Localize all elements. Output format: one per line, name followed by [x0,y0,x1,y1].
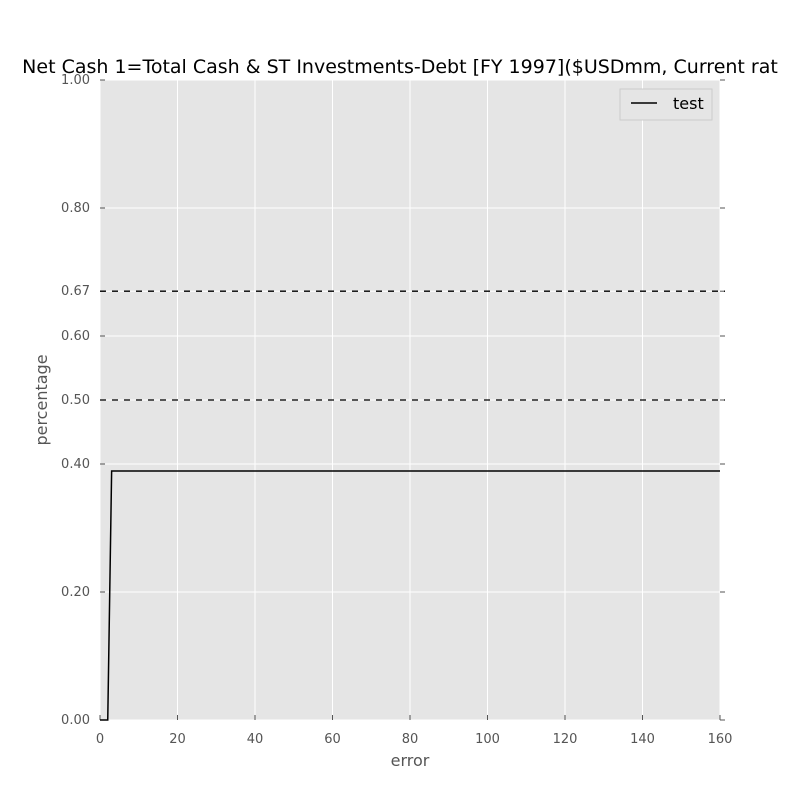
x-tick-label: 120 [553,732,578,747]
y-tick-label: 0.00 [61,713,90,728]
chart-title: Net Cash 1=Total Cash & ST Investments-D… [22,56,778,78]
x-tick-label: 20 [169,732,186,747]
y-tick-label: 0.20 [61,585,90,600]
x-tick-label: 80 [402,732,419,747]
y-tick-label: 1.00 [61,73,90,88]
x-tick-label: 60 [324,732,341,747]
series-group [100,470,720,721]
axis-ticks: 0 20 40 60 80 100 120 140 160 0.00 0.20 0.40 0.50 0.6… [61,73,732,747]
legend-box [619,88,713,121]
x-tick-label: 40 [247,732,264,747]
legend: test [619,88,713,121]
x-tick-label: 160 [708,732,733,747]
y-tick-label: 0.50 [61,393,90,408]
y-tick-label: 0.60 [61,329,90,344]
x-tick-label: 100 [475,732,500,747]
y-axis-label: percentage [32,354,51,445]
x-tick-label: 140 [630,732,655,747]
x-axis-label: error [391,751,430,770]
reference-lines [100,290,725,401]
y-tick-label: 0.80 [61,201,90,216]
series-line [100,470,720,721]
y-tick-label: 0.67 [61,284,90,299]
legend-label: test [673,94,704,113]
x-tick-label: 0 [96,732,104,747]
y-tick-label: 0.40 [61,457,90,472]
